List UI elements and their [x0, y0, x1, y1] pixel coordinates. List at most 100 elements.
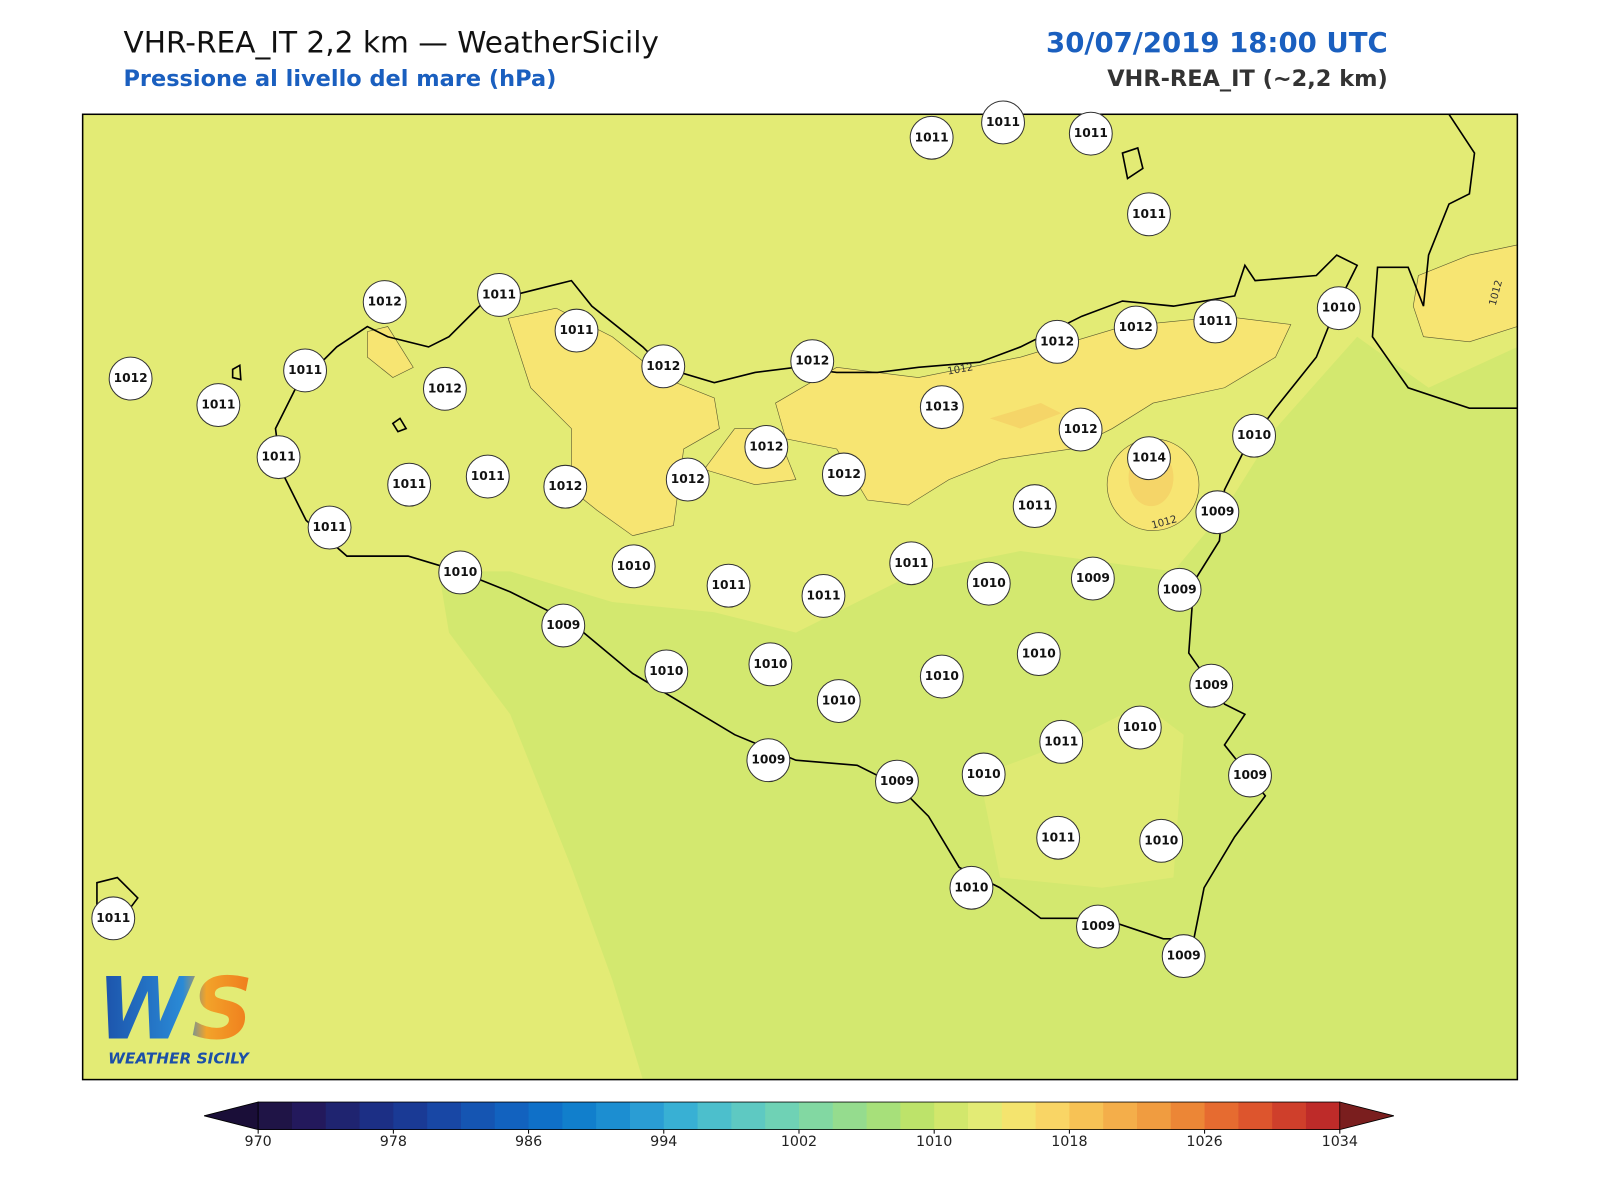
- station-value: 1009: [1233, 768, 1267, 782]
- station-marker: [196, 383, 241, 428]
- colorbar-tick-label: 986: [515, 1134, 542, 1150]
- station-value: 1011: [262, 450, 296, 464]
- station-value: 1009: [751, 753, 785, 767]
- station-value: 1014: [1132, 451, 1166, 465]
- station-value: 1012: [749, 439, 783, 453]
- colorbar-box: [765, 1102, 800, 1130]
- station-value: 1011: [482, 287, 516, 301]
- colorbar-box: [967, 1102, 1003, 1130]
- station-value: 1012: [428, 381, 462, 395]
- colorbar-box: [629, 1102, 665, 1130]
- station-value: 1013: [925, 400, 959, 414]
- station-value: 1010: [1022, 647, 1056, 661]
- station-value: 1011: [806, 588, 840, 602]
- colorbar-box: [663, 1102, 699, 1130]
- colorbar-box: [1035, 1102, 1070, 1130]
- station-value: 1010: [753, 657, 787, 671]
- station-marker: [362, 280, 407, 324]
- colorbar-box: [1305, 1102, 1341, 1130]
- station-value: 1011: [96, 911, 130, 925]
- station-marker: [801, 573, 846, 618]
- station-value: 1009: [1194, 678, 1228, 692]
- station-value: 1010: [649, 664, 683, 678]
- station-value: 1012: [1040, 334, 1074, 348]
- station-marker: [748, 642, 793, 687]
- station-value: 1012: [646, 359, 680, 373]
- colorbar-box: [325, 1102, 361, 1130]
- station-marker: [706, 563, 751, 608]
- station-value: 1012: [368, 295, 402, 309]
- colorbar-tick-label: 978: [380, 1134, 407, 1150]
- station-marker: [283, 348, 328, 393]
- colorbar-box: [1103, 1102, 1138, 1130]
- station-value: 1011: [712, 578, 746, 592]
- station-value: 1010: [617, 559, 651, 573]
- station-marker: [875, 759, 919, 804]
- station-marker: [1113, 305, 1158, 350]
- colorbar-tick-label: 1010: [916, 1134, 952, 1150]
- map-frame: [81, 113, 1519, 1081]
- station-value: 1012: [1064, 422, 1098, 436]
- station-marker: [1076, 904, 1120, 949]
- station-value: 1011: [1044, 734, 1078, 748]
- station-marker: [1195, 490, 1240, 535]
- colorbar-box: [596, 1102, 631, 1130]
- station-value: 1011: [288, 363, 322, 377]
- station-marker: [1036, 815, 1081, 860]
- colorbar-box: [1238, 1102, 1273, 1130]
- station-value: 1010: [1123, 720, 1157, 734]
- station-marker: [961, 752, 1006, 797]
- colorbar-box: [866, 1102, 901, 1130]
- logo-mark: WS: [97, 960, 253, 1060]
- logo-text: WEATHER SICILY: [108, 1050, 250, 1068]
- station-marker: [644, 649, 689, 694]
- colorbar-box: [1001, 1102, 1037, 1130]
- station-value: 1012: [548, 479, 582, 493]
- station-marker: [554, 308, 599, 353]
- station-marker: [387, 462, 432, 507]
- station-marker: [1012, 484, 1057, 529]
- station-marker: [919, 385, 964, 430]
- colorbar-box: [393, 1102, 428, 1130]
- station-marker: [981, 100, 1025, 145]
- station-marker: [746, 738, 791, 783]
- colorbar-box: [494, 1102, 530, 1130]
- colorbar-box: [1069, 1102, 1104, 1130]
- station-value: 1010: [967, 767, 1001, 781]
- station-marker: [1117, 705, 1162, 750]
- station-marker: [1157, 567, 1202, 612]
- colorbar-box: [427, 1102, 462, 1130]
- colorbar-box: [731, 1102, 766, 1130]
- station-value: 1010: [954, 880, 988, 894]
- station-value: 1011: [1132, 207, 1166, 221]
- station-marker: [1039, 719, 1084, 764]
- station-value: 1011: [471, 469, 505, 483]
- station-marker: [543, 464, 588, 509]
- station-marker: [477, 272, 521, 317]
- contour-label: 1012: [947, 362, 974, 377]
- station-value: 1010: [1322, 301, 1356, 315]
- field-high: [367, 326, 414, 378]
- colorbar-box: [798, 1102, 834, 1130]
- colorbar-tick-label: 1034: [1322, 1134, 1358, 1150]
- station-value: 1011: [986, 115, 1020, 129]
- station-marker: [1139, 818, 1184, 863]
- station-value: 1012: [795, 354, 829, 368]
- station-value: 1009: [1163, 582, 1197, 596]
- colorbar-box: [258, 1102, 293, 1130]
- colorbar-box: [934, 1102, 969, 1130]
- station-marker: [790, 339, 835, 384]
- colorbar-tick-label: 970: [245, 1134, 272, 1150]
- colorbar-box: [1204, 1102, 1239, 1130]
- station-marker: [611, 544, 656, 589]
- station-value: 1010: [822, 694, 856, 708]
- station-value: 1011: [1041, 830, 1075, 844]
- station-marker: [1035, 319, 1080, 364]
- station-value: 1009: [880, 774, 914, 788]
- station-marker: [1127, 192, 1171, 237]
- station-marker: [438, 550, 483, 595]
- station-marker: [966, 561, 1011, 606]
- station-value: 1010: [443, 565, 477, 579]
- logo: WS WEATHER SICILY: [97, 960, 253, 1068]
- colorbar-extend-high: [1339, 1101, 1394, 1131]
